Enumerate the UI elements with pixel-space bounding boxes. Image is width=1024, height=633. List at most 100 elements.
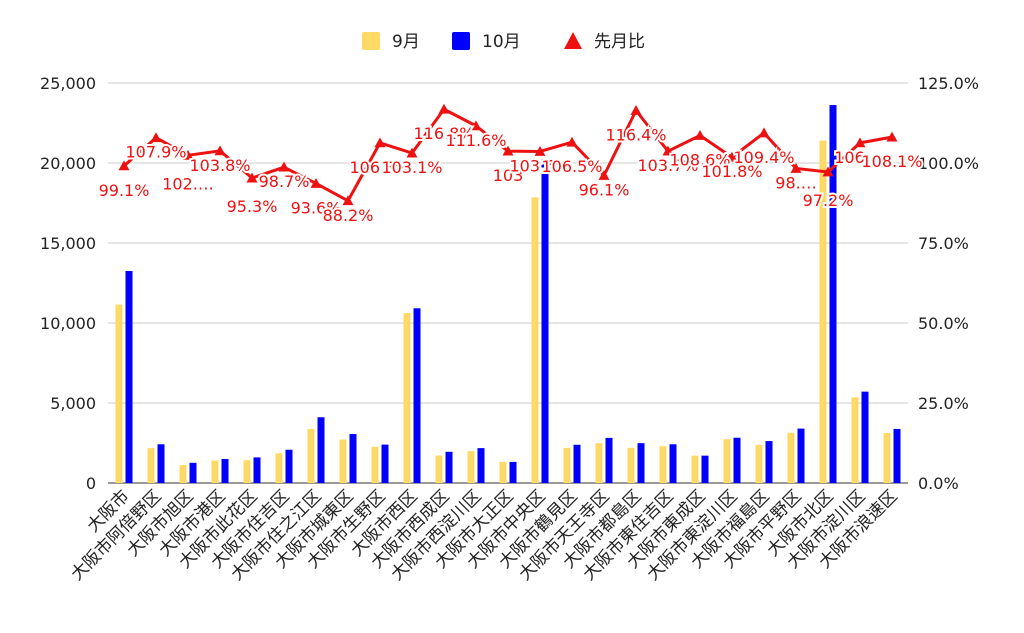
left-tick-label: 5,000	[50, 394, 96, 413]
ratio-label: 106.5%	[541, 157, 602, 176]
ratio-label: 101.8%	[701, 162, 762, 181]
bar-10gatsu	[573, 444, 581, 483]
ratio-label: 107.9%	[125, 143, 186, 162]
bar-9gatsu	[787, 432, 795, 483]
bar-9gatsu	[691, 455, 699, 483]
ratio-point	[246, 172, 258, 183]
grid	[108, 82, 908, 484]
bar-10gatsu	[317, 417, 325, 483]
bar-9gatsu	[819, 140, 827, 483]
bar-10gatsu	[669, 444, 677, 483]
right-tick-label: 100.0%	[918, 154, 979, 173]
bar-9gatsu	[115, 304, 123, 483]
right-tick-label: 50.0%	[918, 314, 969, 333]
bar-10gatsu	[893, 428, 901, 483]
bar-9gatsu	[243, 460, 251, 483]
bar-9gatsu	[531, 197, 539, 483]
bar-10gatsu	[765, 441, 773, 483]
legend-triangle-icon	[564, 32, 582, 49]
legend: 9月 10月 先月比	[362, 32, 645, 52]
ratio-label: 102.…	[162, 174, 214, 193]
bar-10gatsu	[861, 391, 869, 483]
bars	[115, 105, 901, 483]
bar-10gatsu	[541, 159, 549, 483]
ratio-point	[726, 151, 738, 162]
left-tick-label: 20,000	[40, 154, 96, 173]
ratio-point	[310, 177, 322, 188]
ratio-label: 103	[493, 166, 524, 185]
bar-10gatsu	[477, 448, 485, 483]
bar-9gatsu	[435, 455, 443, 483]
left-axis: 0 5,000 10,000 15,000 20,000 25,000	[40, 74, 96, 493]
ratio-point	[438, 103, 450, 114]
right-axis: 0.0% 25.0% 50.0% 75.0% 100.0% 125.0%	[918, 74, 979, 493]
bar-9gatsu	[275, 453, 283, 483]
bar-9gatsu	[595, 443, 603, 483]
left-tick-label: 10,000	[40, 314, 96, 333]
bar-10gatsu	[605, 437, 613, 483]
ratio-point	[598, 169, 610, 180]
right-tick-label: 125.0%	[918, 74, 979, 93]
ratio-label: 98.…	[775, 173, 816, 192]
ratio-point	[534, 145, 546, 156]
bar-10gatsu	[381, 444, 389, 483]
ratio-point	[854, 137, 866, 148]
ratio-label: 93.6%	[291, 198, 342, 217]
ratio-point	[822, 166, 834, 177]
ratio-label: 97.2%	[803, 191, 854, 210]
ratio-line	[118, 103, 898, 206]
right-tick-label: 0.0%	[918, 474, 959, 493]
ratio-label: 103.6%	[509, 156, 570, 175]
ratio-point	[374, 137, 386, 148]
bar-10gatsu	[189, 462, 197, 483]
right-tick-label: 25.0%	[918, 394, 969, 413]
bar-10gatsu	[221, 459, 229, 483]
ratio-point	[406, 147, 418, 158]
bar-10gatsu	[349, 434, 357, 483]
bar-9gatsu	[883, 432, 891, 483]
bar-9gatsu	[147, 448, 155, 483]
ratio-label: 95.3%	[227, 197, 278, 216]
ratio-label: 103.1%	[381, 158, 442, 177]
ratio-label: 96.1%	[579, 180, 630, 199]
bar-9gatsu	[627, 447, 635, 483]
bar-10gatsu	[445, 451, 453, 483]
ratio-label: 106.…	[834, 148, 886, 167]
bar-10gatsu	[285, 449, 293, 483]
bar-9gatsu	[755, 444, 763, 483]
ratio-label: 116.4%	[605, 126, 666, 145]
ratio-label: 98.7%	[259, 172, 310, 191]
ratio-point	[470, 120, 482, 131]
ratio-label: 103.7%	[637, 156, 698, 175]
bar-9gatsu	[467, 451, 475, 483]
bar-10gatsu	[829, 105, 837, 483]
bar-10gatsu	[509, 461, 517, 483]
bar-10gatsu	[413, 308, 421, 483]
legend-label: 9月	[392, 32, 420, 52]
ratio-point	[886, 131, 898, 142]
right-tick-label: 75.0%	[918, 234, 969, 253]
bar-9gatsu	[211, 460, 219, 483]
left-tick-label: 25,000	[40, 74, 96, 93]
bar-10gatsu	[701, 455, 709, 483]
ratio-point	[150, 132, 162, 143]
bar-10gatsu	[125, 271, 133, 483]
legend-label: 先月比	[594, 32, 645, 52]
ratio-point	[758, 127, 770, 138]
bar-9gatsu	[339, 439, 347, 483]
bar-9gatsu	[371, 446, 379, 483]
ratio-label: 88.2%	[323, 206, 374, 225]
left-tick-label: 15,000	[40, 234, 96, 253]
bar-9gatsu	[403, 313, 411, 483]
ratio-label: 99.1%	[99, 181, 150, 200]
ratio-label: 106.3%	[349, 158, 410, 177]
ratio-label: 116.8%	[413, 124, 474, 143]
ratio-label: 109.4%	[733, 148, 794, 167]
ratio-point	[790, 162, 802, 173]
bar-10gatsu	[253, 457, 261, 483]
ratio-label: 108.1%	[861, 152, 922, 171]
ratio-label: 103.8%	[189, 156, 250, 175]
ratio-point	[214, 145, 226, 156]
bar-9gatsu	[851, 397, 859, 483]
